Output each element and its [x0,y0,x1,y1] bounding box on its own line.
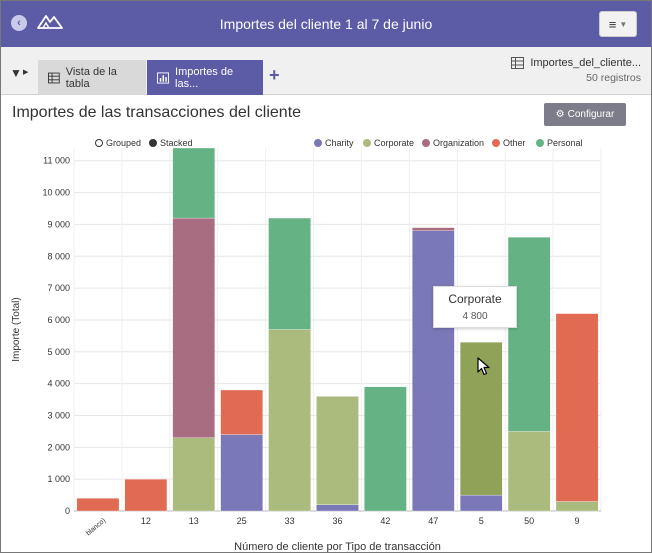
add-tab-icon[interactable]: + [269,65,280,85]
bar-segment-corporate[interactable] [555,501,599,512]
legend-organization[interactable]: Organization [422,138,484,148]
bar-segment-organization[interactable] [172,217,216,438]
tab-table-view[interactable]: Vista de la tabla [38,60,146,95]
y-tick-label: 5 000 [47,347,70,357]
radio-empty-icon [95,139,103,147]
x-tick-label: 5 [479,516,484,526]
y-tick-label: 8 000 [47,251,70,261]
x-tick-label: blanco) [85,517,107,537]
legend-label: Personal [547,138,583,148]
bar-segment-corporate[interactable] [507,431,551,512]
legend-other[interactable]: Other [492,138,526,148]
chart-area: Grouped Stacked Charity Corporate Organi… [1,128,651,552]
x-tick-label: 42 [380,516,390,526]
legend-swatch [492,139,500,147]
bar-segment-corporate[interactable] [172,437,216,512]
x-tick-label: 9 [575,516,580,526]
app-header: ‹ Importes del cliente 1 al 7 de junio ≡… [1,1,651,47]
legend-charity[interactable]: Charity [314,138,354,148]
bar-segment-other[interactable] [124,479,168,512]
bar-segment-personal[interactable] [507,237,551,432]
legend-label: Charity [325,138,354,148]
y-tick-label: 0 [65,506,70,516]
y-tick-label: 1 000 [47,474,70,484]
tooltip-title: Corporate [448,292,502,306]
bar-segment-corporate[interactable] [316,396,359,505]
bar-segment-other[interactable] [76,498,120,512]
x-tick-label: 13 [189,516,199,526]
bar-segment-corporate[interactable] [268,329,311,512]
table-icon [511,57,525,69]
dataset-name[interactable]: Importes_del_cliente... [530,57,641,69]
legend-personal[interactable]: Personal [536,138,583,148]
tooltip-value: 4 800 [462,311,488,322]
chevron-down-icon: ▼ [619,19,628,29]
y-tick-label: 3 000 [47,410,70,420]
tab-label: Vista de la tabla [65,65,117,90]
x-tick-label: 25 [237,516,247,526]
chart-tooltip: Corporate 4 800 [433,286,517,328]
bar-segment-personal[interactable] [268,217,311,330]
mouse-cursor-icon [477,357,490,376]
filter-caret-icon[interactable]: ▶ [23,69,29,76]
bar-segment-other[interactable] [220,389,263,435]
hamburger-icon: ≡ [608,16,617,32]
x-tick-label: 33 [285,516,295,526]
legend-swatch [363,139,371,147]
table-icon [48,72,60,83]
bar-segment-charity[interactable] [316,504,359,512]
back-icon[interactable]: ‹ [11,15,27,31]
x-tick-label: 12 [141,516,151,526]
configure-label: Configurar [567,109,615,120]
gear-icon: ⚙ [555,109,565,120]
legend-corporate[interactable]: Corporate [363,138,414,148]
mountain-logo-icon[interactable] [37,13,63,29]
y-tick-label: 9 000 [47,219,70,229]
stacked-label: Stacked [160,138,193,148]
x-axis-label: Número de cliente por Tipo de transacció… [234,541,441,552]
chart-title: Importes de las transacciones del client… [12,104,302,121]
y-axis-label: Importe (Total) [11,297,22,361]
radio-filled-icon [149,139,157,147]
bar-segment-other[interactable] [555,313,599,502]
filter-icon[interactable]: ▼ [10,66,22,80]
grouped-label: Grouped [106,138,142,148]
bar-segment-charity[interactable] [220,434,263,512]
legend-label: Other [503,138,526,148]
y-tick-label: 2 000 [47,442,70,452]
record-count: 50 registros [586,72,641,84]
bar-segment-charity[interactable] [459,494,503,512]
menu-button[interactable]: ≡ ▼ [599,11,637,37]
tab-bar: ▼ ▶ Vista de la tabla Importes de las...… [1,47,651,95]
x-tick-label: 36 [332,516,342,526]
bar-segment-charity[interactable] [412,230,455,512]
tab-chart[interactable]: Importes de las... [147,60,263,95]
y-tick-label: 6 000 [47,315,70,325]
bar-segment-personal[interactable] [172,147,216,219]
bar-segment-organization[interactable] [412,227,455,231]
grouped-toggle[interactable]: Grouped [95,138,141,148]
configure-button[interactable]: ⚙ Configurar [544,103,626,126]
legend-swatch [422,139,430,147]
tab-label: Importes de las... [175,65,234,90]
x-tick-label: 47 [428,516,438,526]
y-tick-label: 4 000 [47,379,70,389]
app-title: Importes del cliente 1 al 7 de junio [219,16,433,32]
stacked-bar-chart: 0 1 000 2 000 3 000 4 000 5 000 6 000 7 000 8 00… [11,147,602,552]
legend-swatch [314,139,322,147]
y-tick-label: 7 000 [47,283,70,293]
bar-segment-personal[interactable] [364,386,407,512]
bar-chart-icon [157,71,170,84]
y-tick-label: 10 000 [42,188,70,198]
legend-label: Corporate [374,138,415,148]
stacked-toggle[interactable]: Stacked [149,138,193,148]
dataset-info: Importes_del_cliente... 50 registros [511,57,641,84]
y-tick-label: 11 000 [43,156,70,166]
legend-label: Organization [433,138,485,148]
legend-swatch [536,139,544,147]
x-tick-label: 50 [524,516,534,526]
